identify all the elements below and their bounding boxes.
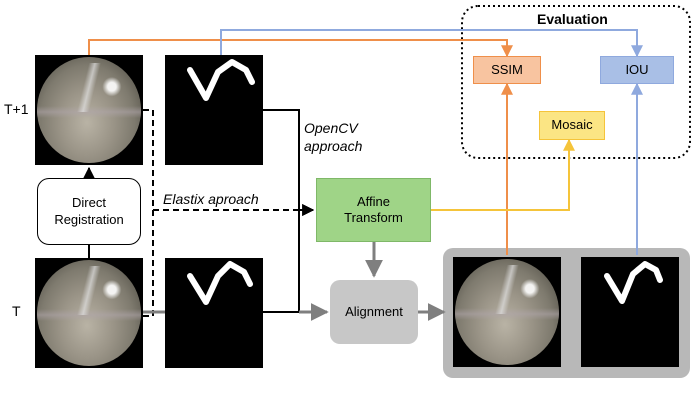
evaluation-title: Evaluation xyxy=(537,11,608,27)
row-label-t-plus-1: T+1 xyxy=(4,101,29,117)
opencv-approach-label: OpenCV approach xyxy=(304,120,363,155)
mask-shape-t-plus-1 xyxy=(165,55,263,165)
ssim-box: SSIM xyxy=(473,56,541,84)
blue-connector-top xyxy=(220,29,643,58)
evaluation-frame xyxy=(461,5,691,159)
endoscopic-image-t xyxy=(35,258,143,368)
mosaic-box: Mosaic xyxy=(539,111,605,140)
endoscopic-image-t-plus-1 xyxy=(35,55,143,165)
endoscopic-image-aligned xyxy=(453,257,561,367)
direct-registration-box: Direct Registration xyxy=(37,178,141,245)
row-label-t: T xyxy=(12,303,21,319)
affine-transform-box: Affine Transform xyxy=(316,178,431,242)
elastix-approach-label: Elastix aproach xyxy=(163,191,259,207)
alignment-box: Alignment xyxy=(330,280,418,344)
orange-connector-top xyxy=(88,39,513,58)
yellow-connector xyxy=(431,138,575,211)
mask-shape-aligned xyxy=(581,257,679,367)
elastix-dashed-connector xyxy=(143,109,154,317)
iou-box: IOU xyxy=(600,56,674,84)
mask-shape-t xyxy=(165,258,263,368)
